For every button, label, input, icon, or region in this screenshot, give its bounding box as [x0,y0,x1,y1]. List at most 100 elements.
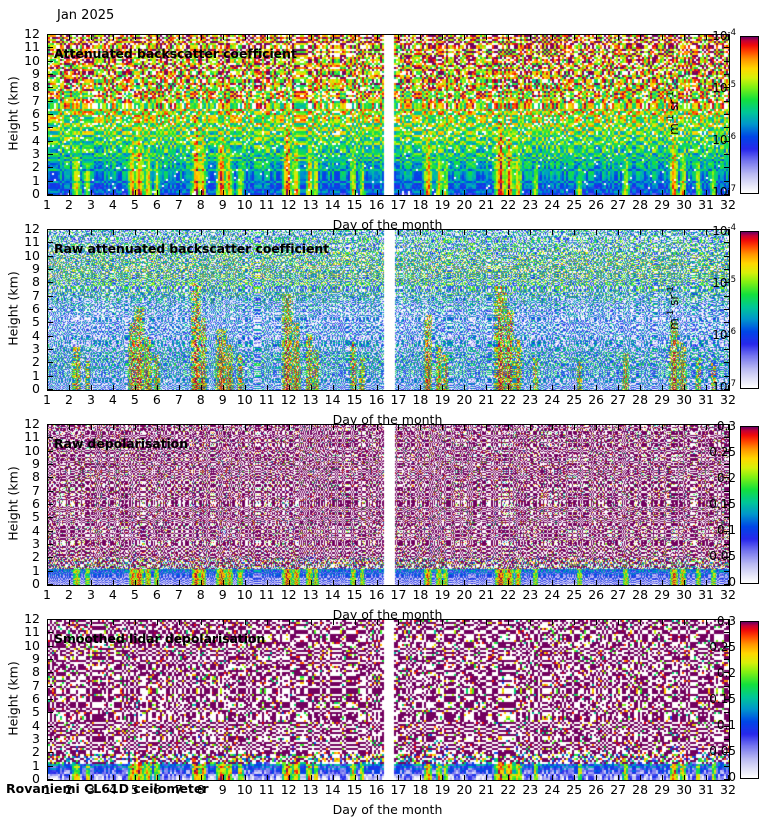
ytick-label: 8 [32,79,40,95]
ytick-label: 1 [32,562,40,578]
ytick-label: 4 [32,327,40,343]
xtick-label: 17 [390,782,407,797]
xtick-label: 22 [500,587,517,602]
xtick-label: 20 [456,197,473,212]
ytick-label: 2 [32,549,40,565]
xtick-label: 16 [368,587,385,602]
ytick-label: 7 [32,677,40,693]
y-axis-label: Height (km) [5,466,21,541]
xtick-label: 27 [610,587,627,602]
xtick-label: 15 [346,782,363,797]
ytick-label: 11 [24,624,40,640]
xtick-label: 29 [654,392,671,407]
ytick-label: 11 [24,234,40,250]
xtick-label: 2 [64,392,73,407]
xtick-label: 21 [478,392,495,407]
xtick-label: 23 [522,197,539,212]
y-axis-label: Height (km) [5,271,21,346]
xtick-label: 19 [434,197,451,212]
xtick-label: 14 [324,197,341,212]
xtick-label: 9 [218,587,227,602]
xtick-label: 18 [412,392,429,407]
xtick-label: 15 [346,197,363,212]
colorbar-smoothed-lidar-depolarisation[interactable] [740,621,759,779]
ytick-label: 0 [32,575,40,591]
xtick-label: 32 [720,782,736,797]
ytick-label: 9 [32,65,40,81]
ytick-label: 10 [24,52,40,68]
ytick-label: 12 [24,25,40,41]
ytick-label: 3 [32,535,40,551]
plot-area-smoothed-lidar-depolarisation[interactable] [47,619,730,781]
ytick-label: 4 [32,522,40,538]
xtick-label: 29 [654,197,671,212]
ytick-label: 6 [32,300,40,316]
colorbar-gradient [741,622,758,778]
plot-area-attenuated-backscatter[interactable] [47,34,730,196]
xtick-label: 13 [302,587,319,602]
xtick-label: 12 [280,782,297,797]
xtick-label: 11 [258,197,275,212]
ytick-label: 0 [32,185,40,201]
xtick-label: 17 [390,197,407,212]
ytick-label: 11 [24,429,40,445]
xtick-label: 28 [632,392,649,407]
xtick-label: 31 [698,782,714,797]
ytick-label: 10 [24,637,40,653]
colorbar-raw-attenuated-backscatter[interactable] [740,231,759,389]
xtick-label: 3 [86,392,95,407]
xtick-label: 25 [566,782,583,797]
ytick-label: 7 [32,92,40,108]
plot-area-raw-attenuated-backscatter[interactable] [47,229,730,391]
xtick-label: 12 [280,197,297,212]
figure-root: Jan 2025 Attenuated backscatter coeffici… [5,8,759,817]
xtick-label: 6 [152,587,161,602]
xtick-label: 30 [676,587,693,602]
colorbar-raw-depolarisation[interactable] [740,426,759,584]
xtick-label: 13 [302,782,319,797]
heatmap-canvas-raw-attenuated-backscatter [48,230,729,390]
ytick-label: 5 [32,314,40,330]
colorbar-gradient [741,37,758,193]
xtick-label: 27 [610,197,627,212]
xtick-label: 32 [720,197,736,212]
xtick-label: 7 [174,587,183,602]
ytick-label: 9 [32,260,40,276]
ytick-label: 2 [32,744,40,760]
ytick-label: 12 [24,220,40,236]
xtick-label: 29 [654,782,671,797]
xtick-label: 19 [434,392,451,407]
xtick-label: 23 [522,392,539,407]
ytick-label: 8 [32,274,40,290]
y-axis-label: Height (km) [5,76,21,151]
plot-area-raw-depolarisation[interactable] [47,424,730,586]
xtick-label: 31 [698,197,714,212]
xtick-label: 8 [196,392,205,407]
xtick-label: 8 [196,197,205,212]
xtick-label: 16 [368,197,385,212]
xtick-label: 30 [676,782,693,797]
xtick-label: 26 [588,782,605,797]
colorbar-gradient [741,232,758,388]
colorbar-attenuated-backscatter[interactable] [740,36,759,194]
ytick-label: 8 [32,469,40,485]
ytick-label: 7 [32,287,40,303]
xtick-label: 9 [218,782,227,797]
xtick-label: 32 [720,392,736,407]
xtick-label: 16 [368,782,385,797]
ytick-label: 2 [32,159,40,175]
xtick-label: 11 [258,587,275,602]
ytick-label: 4 [32,132,40,148]
xtick-label: 13 [302,197,319,212]
xtick-label: 13 [302,392,319,407]
xtick-label: 16 [368,392,385,407]
heatmap-canvas-raw-depolarisation [48,425,729,585]
xtick-label: 30 [676,197,693,212]
ytick-label: 3 [32,145,40,161]
xtick-label: 10 [236,197,253,212]
xtick-label: 3 [86,587,95,602]
xtick-label: 15 [346,392,363,407]
xtick-label: 23 [522,587,539,602]
xtick-label: 30 [676,392,693,407]
ytick-label: 8 [32,664,40,680]
